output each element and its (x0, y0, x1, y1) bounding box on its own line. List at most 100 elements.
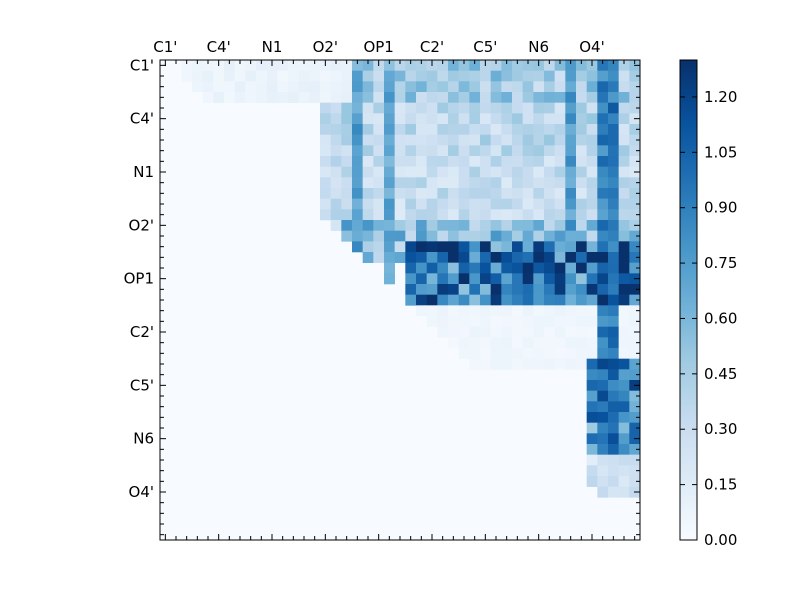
heatmap-cell (437, 145, 449, 157)
heatmap-cell (341, 92, 353, 103)
heatmap-cell (458, 145, 470, 157)
heatmap-cell (394, 188, 406, 199)
heatmap-cell (416, 177, 427, 189)
heatmap-cell (384, 230, 395, 242)
heatmap-cell (554, 156, 566, 167)
heatmap-cell (629, 412, 641, 423)
heatmap-cell (490, 177, 502, 189)
heatmap-cell (437, 113, 449, 125)
heatmap-cell (512, 316, 523, 327)
heatmap-cell (544, 145, 555, 157)
heatmap-cell (512, 262, 523, 274)
heatmap-cell (362, 81, 374, 93)
heatmap-cell (490, 348, 502, 359)
heatmap-cell (309, 81, 321, 93)
heatmap-cell (544, 252, 555, 263)
heatmap-cell (618, 70, 630, 82)
heatmap-cell (597, 294, 609, 306)
heatmap-cell (352, 177, 363, 189)
heatmap-cell (480, 124, 491, 135)
heatmap-cell (192, 70, 203, 82)
heatmap-cell (384, 188, 395, 199)
heatmap-cell (501, 241, 513, 253)
heatmap-cell (480, 145, 491, 157)
heatmap-cell (448, 113, 459, 125)
heatmap-cell (576, 348, 587, 359)
heatmap-cell (608, 188, 619, 199)
heatmap-cell (544, 198, 555, 210)
heatmap-cell (629, 262, 641, 274)
heatmap-cell (437, 209, 449, 221)
heatmap-cell (629, 401, 641, 413)
heatmap-cell (618, 60, 630, 71)
heatmap-cell (586, 358, 598, 370)
heatmap-cell (458, 124, 470, 135)
heatmap-cell (458, 134, 470, 146)
heatmap-cell (448, 166, 459, 178)
heatmap-cell (586, 230, 598, 242)
heatmap-cell (458, 348, 470, 359)
heatmap-cell (576, 252, 587, 263)
heatmap-cell (448, 220, 459, 231)
heatmap-cell (330, 113, 342, 125)
heatmap-cell (522, 241, 534, 253)
heatmap-cell (522, 316, 534, 327)
heatmap-cell (533, 316, 545, 327)
heatmap-cell (618, 305, 630, 317)
y-tick-label: N6 (133, 430, 154, 448)
heatmap-cell (608, 209, 619, 221)
heatmap-cell (629, 92, 641, 103)
heatmap-cell (362, 156, 374, 167)
heatmap-cell (576, 316, 587, 327)
heatmap-cell (629, 454, 641, 466)
heatmap-cell (405, 284, 417, 295)
heatmap-cell (554, 230, 566, 242)
heatmap-cell (416, 284, 427, 295)
heatmap-cell (565, 102, 577, 114)
heatmap-cell (341, 60, 353, 71)
heatmap-cell (576, 113, 587, 125)
heatmap-cell (586, 465, 598, 477)
heatmap-cell (352, 92, 363, 103)
heatmap-cell (618, 209, 630, 221)
heatmap-cell (565, 81, 577, 93)
heatmap-cell (437, 134, 449, 146)
heatmap-cell (437, 252, 449, 263)
heatmap-cell (565, 241, 577, 253)
heatmap-cell (213, 92, 225, 103)
heatmap-cell (234, 81, 246, 93)
heatmap-cell (469, 60, 481, 71)
heatmap-cell (394, 209, 406, 221)
heatmap-cell (544, 177, 555, 189)
heatmap-cell (522, 198, 534, 210)
heatmap-cell (608, 60, 619, 71)
heatmap-cell (469, 241, 481, 253)
heatmap-cell (597, 156, 609, 167)
heatmap-cell (501, 124, 513, 135)
heatmap-cell (490, 252, 502, 263)
colorbar-tick-label: 1.20 (704, 88, 737, 106)
heatmap-cell (608, 134, 619, 146)
heatmap-cell (554, 220, 566, 231)
heatmap-cell (469, 262, 481, 274)
heatmap-cell (490, 188, 502, 199)
heatmap-cell (522, 326, 534, 338)
heatmap-cell (490, 92, 502, 103)
heatmap-cell (597, 422, 609, 434)
heatmap-cell (490, 102, 502, 114)
heatmap-cell (469, 326, 481, 338)
heatmap-cell (576, 262, 587, 274)
heatmap-cell (458, 113, 470, 125)
heatmap-cell (480, 252, 491, 263)
heatmap-cell (394, 92, 406, 103)
heatmap-cell (416, 294, 427, 306)
heatmap-cell (341, 70, 353, 82)
heatmap-cell (597, 209, 609, 221)
heatmap-cell (416, 145, 427, 157)
heatmap-cell (458, 262, 470, 274)
heatmap-cell (618, 316, 630, 327)
heatmap-cell (618, 465, 630, 477)
x-tick-label: C4' (207, 38, 231, 56)
heatmap-cell (469, 337, 481, 349)
heatmap-cell (469, 358, 481, 370)
